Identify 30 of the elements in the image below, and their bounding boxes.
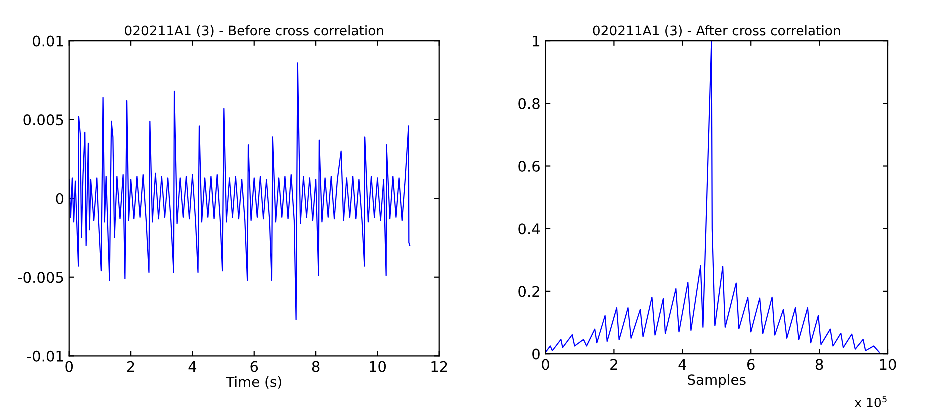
y-tick-label: -0.01 — [27, 350, 64, 362]
x-tick-label: 0 — [66, 361, 74, 372]
x-axis-title: Time (s) — [226, 376, 282, 389]
x-tick-label: 10 — [880, 359, 896, 370]
x-tick-label: 12 — [432, 361, 448, 372]
x-tick-label: 6 — [250, 361, 258, 372]
y-tick-label: 0 — [56, 193, 64, 204]
y-tick-label: 0.8 — [518, 98, 540, 110]
y-tick-label: 0 — [532, 348, 540, 360]
line-series — [69, 62, 411, 320]
y-tick-label: 1 — [533, 36, 540, 47]
x-tick-label: 2 — [610, 359, 618, 370]
x-tick-label: 0 — [542, 359, 550, 370]
x-tick-label: 8 — [816, 359, 824, 370]
x-tick-label: 8 — [312, 361, 320, 372]
x-tick-label: 4 — [678, 359, 686, 370]
chart-title: 020211A1 (3) - After cross correlation — [593, 25, 840, 38]
x-tick-label: 10 — [370, 361, 386, 372]
x-tick-label: 4 — [188, 361, 197, 372]
x-tick-label: 6 — [747, 359, 755, 370]
x-tick-label: 2 — [127, 361, 134, 372]
x-axis-title: Samples — [688, 374, 746, 388]
y-tick-label: 0.01 — [33, 36, 64, 47]
y-tick-label: 0.4 — [518, 224, 540, 235]
y-tick-label: 0.6 — [518, 160, 540, 172]
y-tick-label: 0.2 — [518, 286, 540, 298]
y-tick-label: -0.005 — [18, 272, 64, 284]
chart-title: 020211A1 (3) - Before cross correlation — [125, 25, 384, 38]
text: x 10$^{5}$ — [854, 396, 887, 408]
y-tick-label: 0.005 — [24, 114, 64, 126]
